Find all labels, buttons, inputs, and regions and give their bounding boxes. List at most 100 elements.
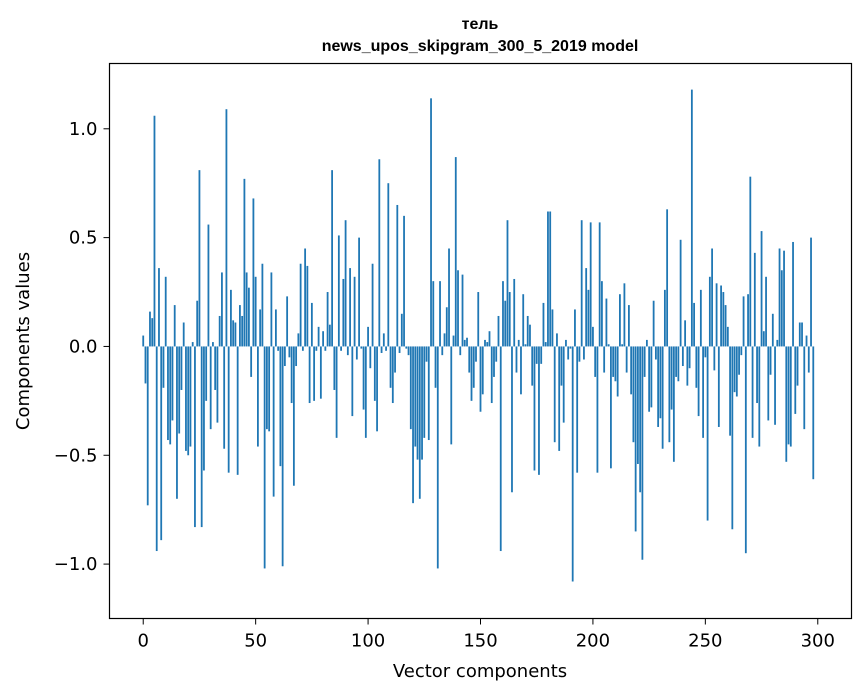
bar <box>328 324 331 347</box>
bar <box>556 333 558 347</box>
bar <box>209 346 212 430</box>
bar <box>645 339 648 347</box>
bar <box>490 346 493 404</box>
x-axis-label: Vector components <box>393 661 567 682</box>
bar <box>268 346 271 432</box>
bar <box>652 300 655 347</box>
bar <box>547 211 549 347</box>
bar <box>684 320 687 347</box>
bar <box>290 346 293 404</box>
bar <box>488 331 491 347</box>
bar <box>540 346 543 364</box>
x-tick-label: 150 <box>463 631 497 652</box>
bar <box>803 346 806 430</box>
bar <box>236 346 239 475</box>
bar <box>317 326 320 347</box>
bar <box>801 322 803 347</box>
bar <box>587 289 590 347</box>
bar <box>702 346 704 438</box>
y-tick-label: 0.5 <box>69 228 98 249</box>
bar <box>252 198 255 347</box>
bar <box>196 300 199 347</box>
bar <box>331 170 333 347</box>
bar <box>459 346 462 356</box>
bar <box>789 346 792 447</box>
bar <box>306 265 309 347</box>
bar <box>636 346 639 464</box>
bar <box>241 315 244 347</box>
bar <box>200 346 203 528</box>
bar <box>414 346 417 447</box>
bar <box>353 276 356 347</box>
bar <box>783 250 785 347</box>
y-axis-label: Components values <box>13 252 34 430</box>
plot-frame <box>108 62 853 620</box>
bar <box>214 346 217 390</box>
bar <box>567 346 570 360</box>
bar <box>549 211 552 347</box>
bar <box>511 346 513 493</box>
bar <box>301 346 304 351</box>
bar <box>279 346 282 467</box>
bar <box>358 237 360 347</box>
bar <box>400 313 403 347</box>
bar <box>706 346 709 521</box>
bar <box>661 346 664 449</box>
bar <box>717 346 720 427</box>
bar <box>738 346 740 375</box>
bar <box>526 315 529 347</box>
bar <box>250 346 253 377</box>
bar <box>601 281 603 347</box>
bar <box>272 346 275 497</box>
bar <box>259 309 262 347</box>
bar <box>603 346 606 373</box>
bar <box>740 346 743 356</box>
bar <box>641 346 644 560</box>
chart-title-line-1: тель <box>462 16 499 33</box>
bar <box>767 346 770 421</box>
bar <box>569 346 572 349</box>
bar <box>342 278 345 347</box>
bar <box>182 322 185 347</box>
bar <box>351 346 354 417</box>
bar <box>277 346 280 351</box>
bar <box>538 346 540 475</box>
bar <box>785 346 788 462</box>
bar <box>681 346 684 367</box>
chart-title-line-2: news_upos_skipgram_300_5_2019 model <box>322 38 639 55</box>
bar <box>218 315 221 347</box>
bar <box>144 346 147 384</box>
bar <box>340 346 342 351</box>
bar <box>403 215 405 347</box>
bar <box>344 220 347 347</box>
bar <box>310 302 313 347</box>
bar <box>315 346 318 351</box>
bar <box>733 346 736 393</box>
bar <box>324 346 327 351</box>
bar <box>194 346 196 528</box>
bar <box>504 300 507 347</box>
bar <box>612 346 615 377</box>
bar <box>394 346 396 373</box>
bar <box>596 346 599 473</box>
bar <box>373 346 376 401</box>
y-tick-label: −0.5 <box>54 445 98 466</box>
bar <box>283 346 286 367</box>
bar <box>239 305 241 347</box>
bar <box>562 346 565 423</box>
bar <box>560 346 563 386</box>
bar <box>355 346 358 360</box>
bar <box>695 346 698 388</box>
bar <box>171 346 174 421</box>
bar <box>726 326 729 347</box>
bar <box>686 346 689 386</box>
bar <box>729 346 731 436</box>
bar <box>571 346 574 582</box>
bar <box>679 239 682 347</box>
bar <box>607 344 610 347</box>
bar <box>751 346 754 438</box>
x-tick-label: 200 <box>576 631 610 652</box>
bar <box>499 346 502 552</box>
bar <box>389 346 392 388</box>
